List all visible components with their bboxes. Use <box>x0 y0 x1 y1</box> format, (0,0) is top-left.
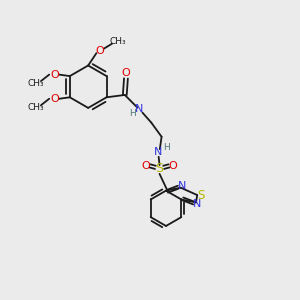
Text: N: N <box>178 181 186 191</box>
Text: H: H <box>163 143 170 152</box>
Text: CH₃: CH₃ <box>27 79 44 88</box>
Text: S: S <box>198 188 205 202</box>
Text: O: O <box>122 68 130 78</box>
Text: CH₃: CH₃ <box>27 103 44 112</box>
Text: N: N <box>154 147 162 157</box>
Text: N: N <box>193 199 201 209</box>
Text: O: O <box>96 46 105 56</box>
Text: CH₃: CH₃ <box>109 37 126 46</box>
Text: O: O <box>142 161 150 171</box>
Text: H: H <box>129 109 136 118</box>
Text: O: O <box>50 94 59 104</box>
Text: N: N <box>135 104 143 114</box>
Text: O: O <box>50 70 59 80</box>
Text: S: S <box>155 162 164 175</box>
Text: O: O <box>169 161 177 171</box>
